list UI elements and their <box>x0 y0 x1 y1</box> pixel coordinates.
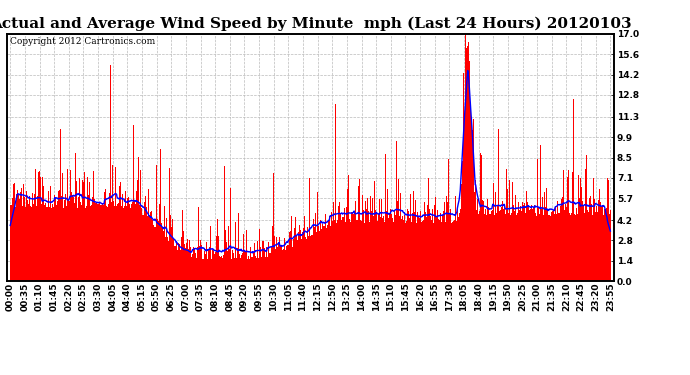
Title: Actual and Average Wind Speed by Minute  mph (Last 24 Hours) 20120103: Actual and Average Wind Speed by Minute … <box>0 17 631 31</box>
Text: Copyright 2012 Cartronics.com: Copyright 2012 Cartronics.com <box>10 38 155 46</box>
